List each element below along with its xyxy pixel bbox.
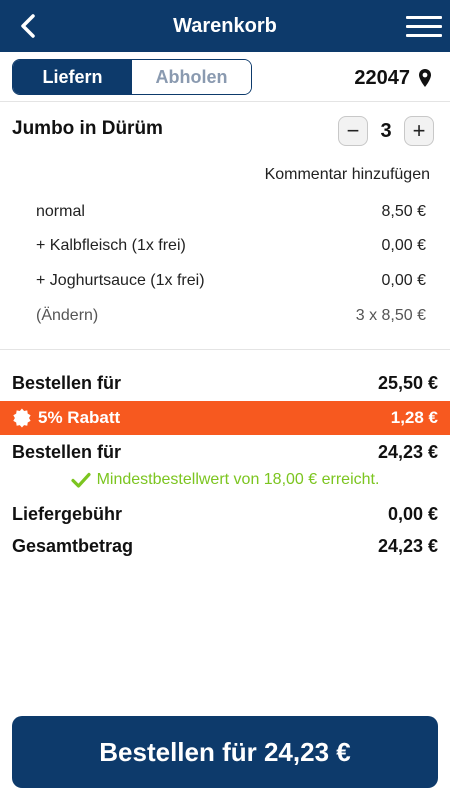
list-item: (Ändern) 3 x 8,50 €: [36, 305, 426, 327]
after-discount-label: Bestellen für: [12, 441, 122, 462]
increase-quantity-button[interactable]: +: [404, 116, 434, 146]
divider: [0, 349, 450, 350]
tab-abholen[interactable]: Abholen: [132, 60, 251, 94]
list-item: + Kalbfleisch (1x frei) 0,00 €: [36, 235, 426, 257]
postal-code: 22047: [354, 66, 410, 89]
divider: [0, 101, 450, 102]
quantity-value: 3: [380, 119, 392, 142]
hamburger-menu-icon-bar: [406, 24, 442, 28]
list-item: normal 8,50 €: [36, 201, 426, 223]
subtotal-label: Bestellen für: [12, 372, 122, 393]
postal-code-selector[interactable]: 22047: [354, 64, 432, 92]
change-item-link[interactable]: (Ändern): [36, 307, 99, 324]
delivery-mode-toggle: Liefern Abholen: [12, 59, 252, 95]
line-label: + Joghurtsauce (1x frei): [36, 272, 205, 289]
order-button[interactable]: Bestellen für 24,23 €: [12, 716, 438, 788]
line-value: 3 x 8,50 €: [355, 307, 426, 324]
app-header: Warenkorb: [0, 0, 450, 52]
decrease-quantity-button[interactable]: −: [338, 116, 368, 146]
subtotal-value: 25,50 €: [377, 372, 438, 393]
map-pin-icon: [419, 69, 431, 87]
checkmark-icon: [70, 472, 91, 488]
min-order-text: Mindestbestellwert von 18,00 € erreicht.: [96, 471, 380, 488]
min-order-message: Mindestbestellwert von 18,00 € erreicht.: [0, 471, 450, 489]
discount-value: 1,28 €: [390, 408, 438, 427]
list-item: + Joghurtsauce (1x frei) 0,00 €: [36, 270, 426, 292]
cart-item-name: Jumbo in Dürüm: [12, 118, 163, 139]
after-discount-value: 24,23 €: [377, 441, 438, 462]
line-value: 0,00 €: [381, 272, 426, 289]
delivery-fee-value: 0,00 €: [387, 503, 438, 524]
subtotal-row: Bestellen für 25,50 €: [12, 370, 438, 396]
hamburger-menu-icon: [406, 15, 442, 19]
delivery-fee-row: Liefergebühr 0,00 €: [12, 501, 438, 527]
line-label: + Kalbfleisch (1x frei): [36, 237, 186, 254]
back-button[interactable]: [12, 10, 44, 42]
delivery-fee-label: Liefergebühr: [12, 503, 123, 524]
line-label: normal: [36, 203, 85, 220]
total-value: 24,23 €: [377, 535, 438, 556]
hamburger-menu-icon-bar: [406, 33, 442, 37]
line-value: 8,50 €: [381, 203, 426, 220]
chevron-left-icon: [21, 14, 35, 38]
add-comment-link[interactable]: Kommentar hinzufügen: [264, 166, 430, 183]
discount-row: 5% Rabatt 1,28 €: [0, 401, 450, 435]
discount-label: 5% Rabatt: [38, 408, 121, 427]
badge-icon: [13, 408, 31, 428]
quantity-stepper: − 3 +: [338, 116, 434, 146]
tab-liefern[interactable]: Liefern: [13, 60, 132, 94]
total-label: Gesamtbetrag: [12, 535, 134, 556]
line-value: 0,00 €: [381, 237, 426, 254]
discount-label-group: 5% Rabatt: [12, 408, 120, 428]
page-title: Warenkorb: [173, 15, 277, 37]
menu-button[interactable]: [406, 10, 442, 42]
total-row: Gesamtbetrag 24,23 €: [12, 533, 438, 559]
after-discount-row: Bestellen für 24,23 €: [12, 439, 438, 465]
